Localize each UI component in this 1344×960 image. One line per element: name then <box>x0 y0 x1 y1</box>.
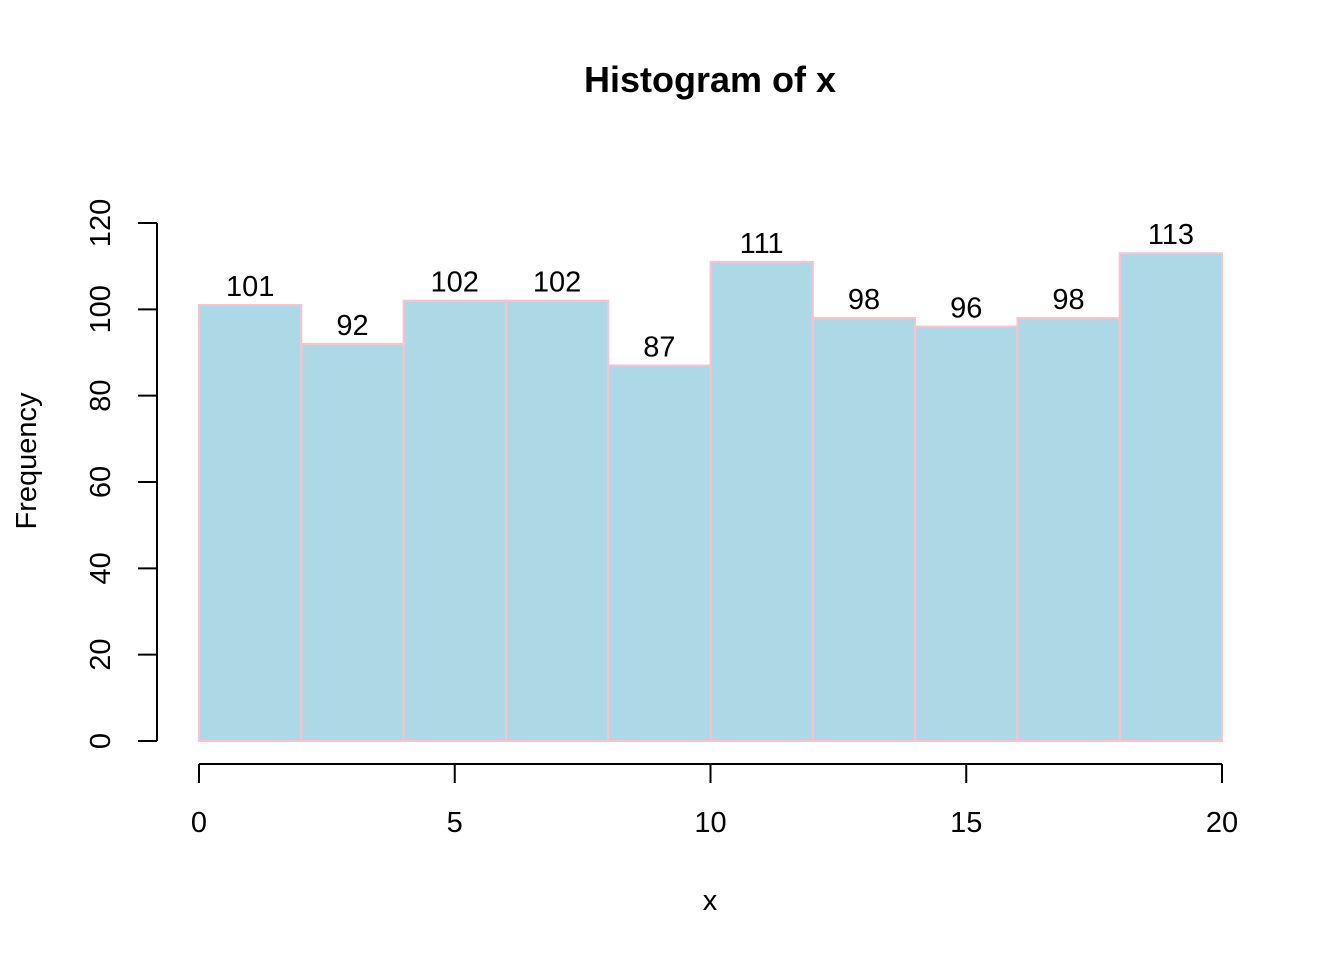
histogram-bar <box>607 364 712 742</box>
y-tick-label: 120 <box>85 199 117 247</box>
y-tick-label: 20 <box>85 639 117 671</box>
y-tick-label: 80 <box>85 380 117 412</box>
data-labels-group: 101 92 102 102 87 111 98 96 98 113 <box>226 219 1194 363</box>
x-axis: 0 5 10 15 20 <box>191 763 1238 839</box>
bar-value-label: 111 <box>740 228 784 260</box>
histogram-bar <box>914 325 1019 742</box>
bar-value-label: 87 <box>643 331 675 363</box>
bar-value-label: 113 <box>1148 219 1194 251</box>
y-axis: 0 20 40 60 80 100 120 <box>85 199 158 749</box>
bar-value-label: 98 <box>1052 284 1084 316</box>
x-tick-label: 0 <box>191 807 207 839</box>
x-axis-label: x <box>703 885 718 917</box>
bar-value-label: 102 <box>533 267 581 299</box>
bar-value-label: 92 <box>336 310 368 342</box>
y-tick-label: 0 <box>85 733 117 749</box>
histogram-bar <box>504 299 610 742</box>
bar-value-label: 101 <box>226 271 274 303</box>
histogram-bar <box>402 299 507 742</box>
histogram-bar <box>1016 316 1121 742</box>
y-tick-label: 60 <box>85 466 117 498</box>
bar-value-label: 98 <box>848 284 880 316</box>
x-tick-label: 5 <box>447 807 463 839</box>
histogram-bar <box>811 316 917 742</box>
y-axis-label: Frequency <box>11 392 43 530</box>
histogram-bar <box>198 304 303 742</box>
x-tick-label: 20 <box>1206 807 1238 839</box>
histogram-bar <box>709 260 814 742</box>
chart-title: Histogram of x <box>584 59 836 100</box>
histogram-bar <box>300 342 405 742</box>
x-tick-label: 10 <box>694 807 726 839</box>
histogram-bar <box>1118 252 1223 742</box>
bars-group <box>198 252 1223 742</box>
y-tick-label: 100 <box>85 285 117 333</box>
y-tick-label: 40 <box>85 552 117 584</box>
bar-value-label: 102 <box>431 267 479 299</box>
x-tick-label: 15 <box>950 807 982 839</box>
bar-value-label: 96 <box>950 293 982 325</box>
